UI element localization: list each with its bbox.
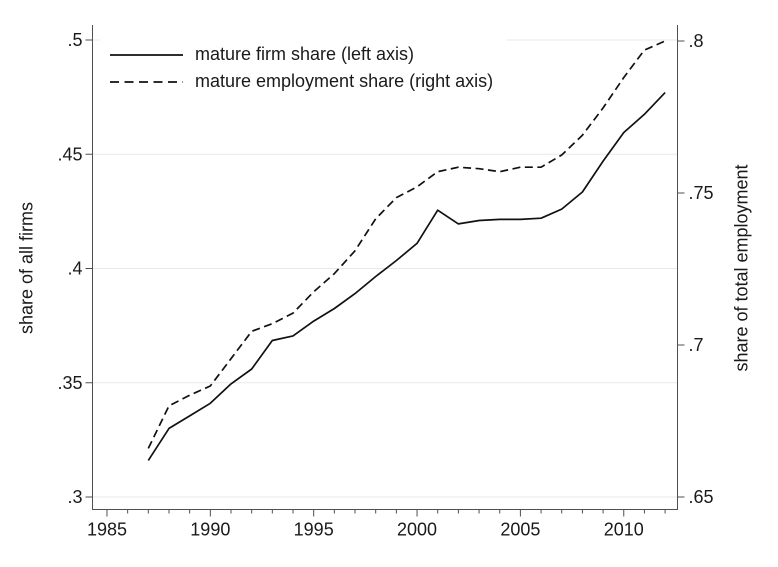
series-line-employment-share [147,40,666,449]
left-axis-tick-label: .4 [67,259,82,279]
left-axis-tick-label: .3 [67,487,82,507]
x-axis-tick-label: 1995 [294,520,334,540]
x-axis-tick-label: 2005 [500,520,540,540]
x-axis-tick-label: 2010 [604,520,644,540]
series-line-firm-share [147,92,666,461]
legend-item-employment-share: mature employment share (right axis) [110,68,493,95]
left-axis-tick-label: .35 [57,373,82,393]
legend-label-firm-share: mature firm share (left axis) [195,44,415,64]
left-axis-title: share of all firms [16,201,37,335]
right-axis-tick-label: .8 [689,31,704,51]
legend-item-firm-share: mature firm share (left axis) [110,41,493,68]
solid-line-sample-icon [110,53,183,56]
right-axis-tick-label: .7 [689,335,704,355]
x-axis-tick-label: 1990 [190,520,230,540]
x-axis-tick-label: 1985 [87,520,127,540]
left-axis-tick-label: .45 [57,144,82,164]
dashed-line-sample-icon [110,80,183,83]
legend-label-employment-share: mature employment share (right axis) [195,71,494,91]
right-axis-tick-label: .65 [689,487,714,507]
left-axis-tick-label: .5 [67,30,82,50]
x-axis-tick-label: 2000 [397,520,437,540]
right-axis-tick-label: .75 [689,183,714,203]
right-axis-title: share of total employment [731,164,752,372]
legend: mature firm share (left axis) mature emp… [100,33,508,103]
